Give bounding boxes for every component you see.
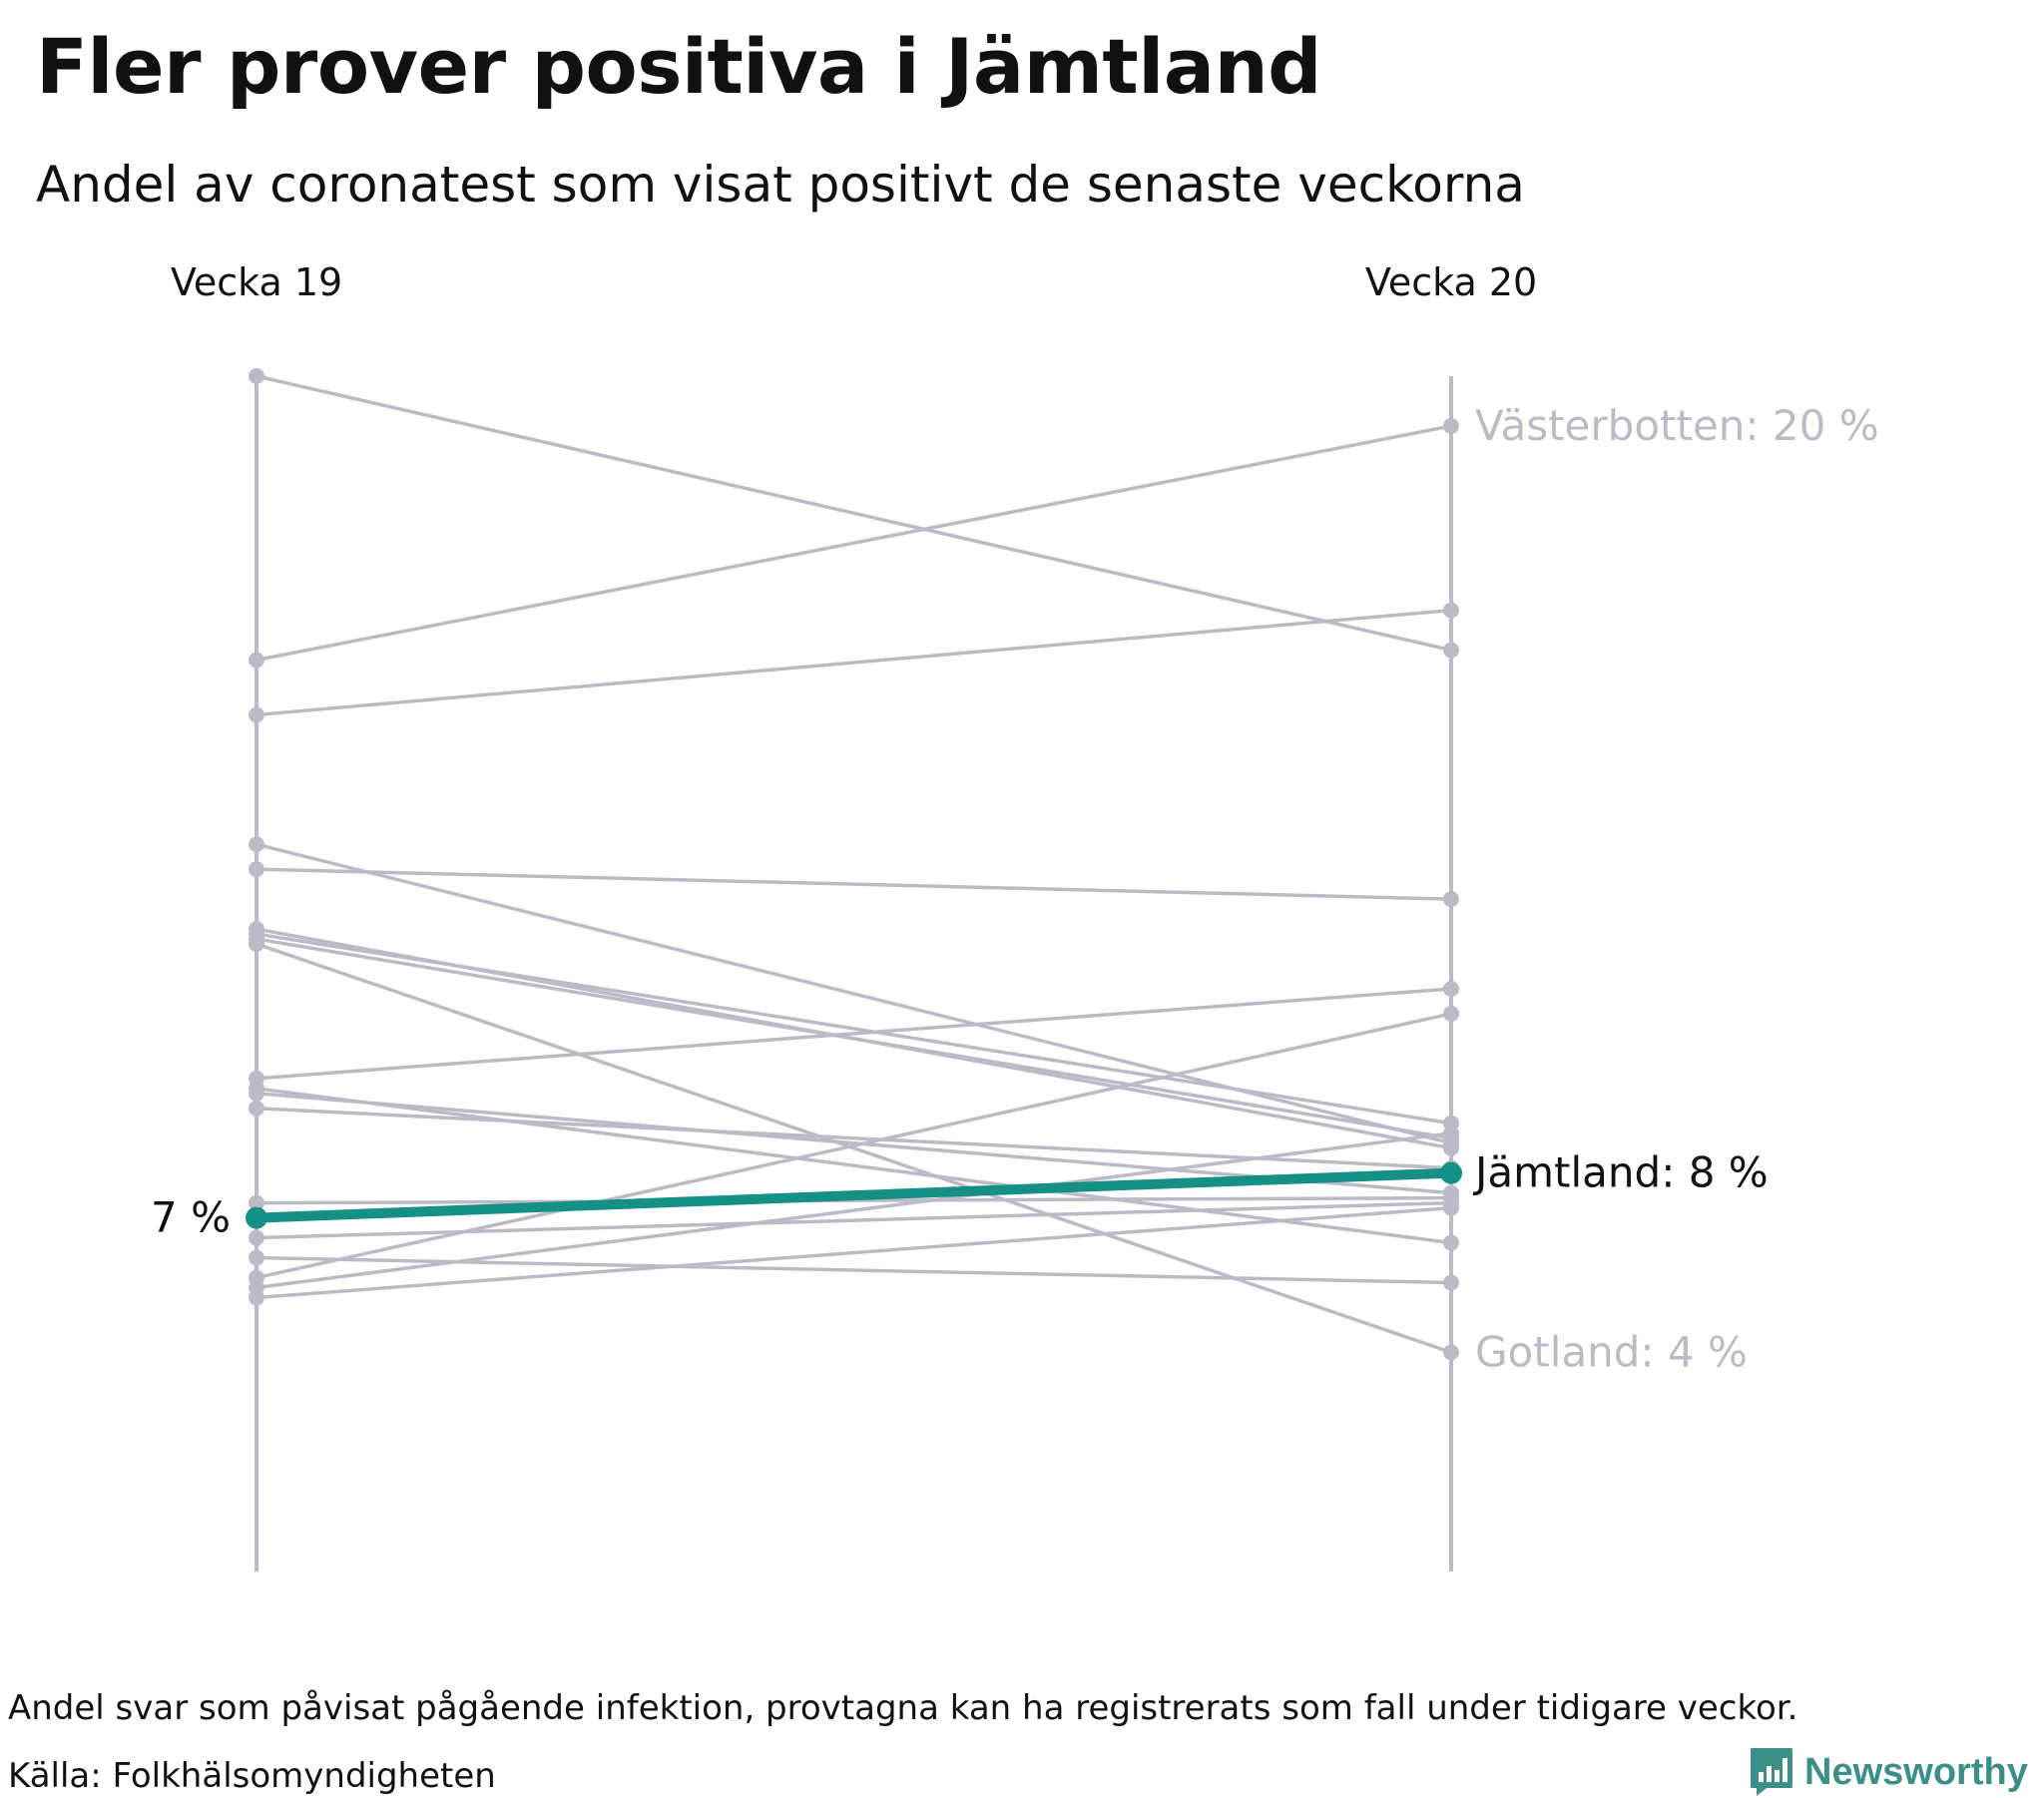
series-line-gotland — [255, 942, 1453, 1355]
point-vecka-20-region-5 — [1443, 602, 1459, 619]
point-vecka-19-region-6 — [249, 836, 264, 853]
footnote: Andel svar som påvisat pågående infektio… — [8, 1688, 1798, 1728]
series-line-region-10 — [255, 937, 1453, 1140]
label-jamtland: Jämtland: 8 % — [1472, 1148, 1769, 1197]
series-line-region-19 — [255, 1130, 1453, 1290]
label-vasterbotten: Västerbotten: 20 % — [1475, 401, 1879, 450]
series-line-region-11 — [255, 987, 1453, 1081]
series-line-region-12 — [255, 1087, 1453, 1245]
series-line-vasterbotten — [255, 424, 1453, 663]
point-vecka-19-region-5 — [249, 706, 264, 723]
series-line-region-17 — [255, 1255, 1453, 1285]
point-vecka-20-region-7 — [1443, 891, 1459, 908]
chart-subtitle: Andel av coronatest som visat positivt d… — [36, 156, 1525, 214]
series-labels: Jämtland: 8 % 7 % Västerbotten: 20 % Gotlan… — [151, 401, 1879, 1376]
point-vecka-20-region-19 — [1443, 1124, 1459, 1141]
point-vecka-19-region-14 — [249, 1100, 264, 1117]
point-vecka-20-region-20 — [1443, 1199, 1459, 1216]
point-vecka-20-region-11 — [1443, 980, 1459, 997]
series-line-region-20 — [255, 1205, 1453, 1300]
point-vecka-19-vasterbotten — [249, 652, 264, 669]
point-vecka-20-vasterbotten — [1443, 417, 1459, 434]
point-vecka-19-region-7 — [249, 861, 264, 878]
point-vecka-20-region-4 — [1443, 642, 1459, 659]
series-line-region-6 — [255, 842, 1453, 1145]
category-label-vecka-20: Vecka 20 — [1365, 260, 1537, 304]
newsworthy-logo-icon — [1751, 1748, 1792, 1796]
series-line-highlight — [246, 1161, 1462, 1229]
series-line-region-4 — [255, 374, 1453, 653]
point-vecka-20-region-17 — [1443, 1274, 1459, 1291]
point-vecka-20-region-18 — [1443, 1005, 1459, 1022]
point-vecka-20-jamtland — [1440, 1161, 1462, 1184]
series-line-region-7 — [255, 867, 1453, 901]
slope-chart: Vecka 19 Vecka 20 Jämtland: 8 % 7 % Väster… — [151, 260, 1879, 1572]
start-label-jamtland: 7 % — [151, 1193, 231, 1242]
point-vecka-19-jamtland — [246, 1206, 267, 1229]
brand-name: Newsworthy — [1804, 1750, 2028, 1793]
chart-title: Fler prover positiva i Jämtland — [36, 22, 1322, 111]
point-vecka-19-region-16 — [249, 1229, 264, 1246]
series-lines-muted — [249, 368, 1459, 1361]
point-vecka-19-region-20 — [249, 1289, 264, 1306]
series-line-region-18 — [255, 1012, 1453, 1280]
series-line-region-9 — [255, 932, 1453, 1125]
point-vecka-20-region-12 — [1443, 1234, 1459, 1251]
point-vecka-20-gotland — [1443, 1344, 1459, 1361]
source-credit: Källa: Folkhälsomyndigheten — [8, 1756, 496, 1796]
point-vecka-19-region-13 — [249, 1085, 264, 1102]
brand-logo: Newsworthy — [1749, 1746, 2028, 1798]
point-vecka-19-region-4 — [249, 368, 264, 384]
series-line-region-14 — [255, 1107, 1453, 1170]
series-line-region-5 — [255, 608, 1453, 717]
series-line-jamtland — [252, 1167, 1456, 1223]
label-gotland: Gotland: 4 % — [1475, 1327, 1748, 1376]
category-label-vecka-19: Vecka 19 — [171, 260, 342, 304]
point-vecka-19-region-17 — [249, 1249, 264, 1266]
point-vecka-19-region-15 — [249, 1194, 264, 1211]
point-vecka-19-region-10 — [249, 931, 264, 948]
